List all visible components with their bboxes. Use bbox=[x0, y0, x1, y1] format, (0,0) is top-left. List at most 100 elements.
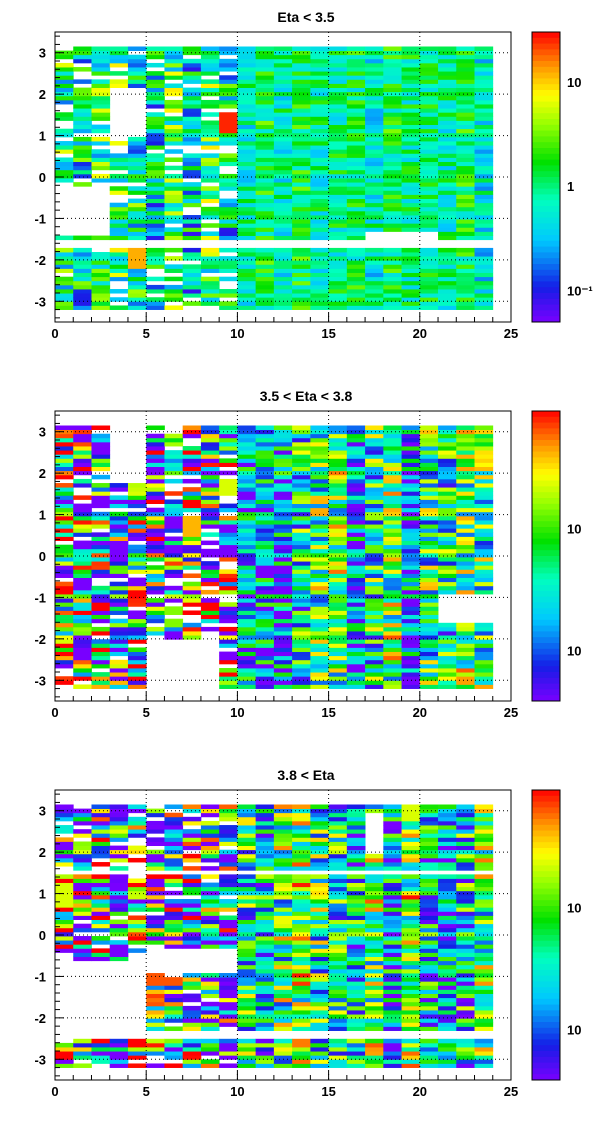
heatmap-cell bbox=[310, 528, 329, 533]
heatmap-cell bbox=[401, 520, 421, 525]
y-tick-label: 3 bbox=[39, 425, 46, 440]
heatmap-cell bbox=[55, 264, 74, 269]
color-scale-band bbox=[532, 579, 560, 586]
heatmap-cell bbox=[255, 569, 275, 574]
heatmap-cell bbox=[401, 1059, 421, 1064]
heatmap-cell bbox=[255, 446, 275, 451]
heatmap-cell bbox=[55, 589, 74, 595]
heatmap-cell bbox=[365, 466, 384, 472]
heatmap-cell bbox=[109, 956, 129, 962]
heatmap-cell bbox=[328, 581, 348, 587]
heatmap-cell bbox=[91, 474, 111, 480]
heatmap-cell bbox=[237, 293, 257, 298]
heatmap-cell bbox=[346, 610, 366, 615]
heatmap-cell bbox=[237, 62, 257, 68]
heatmap-cell bbox=[73, 515, 92, 521]
heatmap-cell bbox=[237, 907, 257, 912]
heatmap-cell bbox=[401, 862, 421, 867]
heatmap-cell bbox=[346, 219, 366, 224]
heatmap-cell bbox=[237, 833, 257, 838]
heatmap-cell bbox=[292, 808, 311, 814]
heatmap-cell bbox=[237, 680, 257, 685]
heatmap-cell bbox=[109, 853, 129, 859]
heatmap-cell bbox=[273, 923, 293, 929]
heatmap-cell bbox=[237, 483, 257, 488]
heatmap-cell bbox=[109, 610, 129, 615]
heatmap-cell bbox=[146, 886, 165, 892]
heatmap-cell bbox=[328, 602, 348, 607]
heatmap-cell bbox=[200, 977, 220, 982]
color-scale-band bbox=[532, 148, 560, 155]
heatmap-cell bbox=[273, 573, 293, 578]
heatmap-cell bbox=[419, 989, 439, 994]
color-scale-band bbox=[532, 859, 560, 866]
heatmap-cell bbox=[219, 247, 238, 253]
heatmap-cell bbox=[438, 1051, 457, 1056]
heatmap-cell bbox=[255, 651, 275, 657]
heatmap-cell bbox=[346, 1038, 366, 1044]
heatmap-cell bbox=[182, 87, 202, 93]
heatmap-cell bbox=[182, 857, 202, 863]
heatmap-cell bbox=[474, 231, 494, 236]
heatmap-cell bbox=[438, 981, 457, 986]
heatmap-cell bbox=[310, 915, 329, 920]
heatmap-cell bbox=[200, 264, 220, 269]
heatmap-cell bbox=[474, 973, 494, 978]
heatmap-cell bbox=[237, 145, 257, 150]
heatmap-cell bbox=[438, 540, 457, 546]
heatmap-cell bbox=[346, 923, 366, 929]
heatmap-cell bbox=[419, 112, 439, 117]
heatmap-cell bbox=[182, 997, 202, 1003]
heatmap-cell bbox=[91, 520, 111, 525]
heatmap-cell bbox=[310, 911, 329, 916]
heatmap-cell bbox=[292, 293, 311, 298]
heatmap-cell bbox=[237, 903, 257, 908]
heatmap-cell bbox=[474, 882, 494, 888]
heatmap-cell bbox=[146, 483, 165, 488]
heatmap-cell bbox=[474, 136, 494, 142]
heatmap-cell bbox=[255, 206, 275, 212]
heatmap-cell bbox=[310, 1026, 329, 1031]
color-scale-band bbox=[532, 1039, 560, 1046]
heatmap-cell bbox=[200, 915, 220, 920]
heatmap-cell bbox=[273, 886, 293, 892]
heatmap-cell bbox=[200, 931, 220, 937]
heatmap-cell bbox=[273, 182, 293, 187]
heatmap-cell bbox=[401, 305, 421, 310]
heatmap-cell bbox=[401, 1063, 421, 1068]
heatmap-cell bbox=[456, 631, 475, 636]
heatmap-cell bbox=[383, 252, 402, 257]
heatmap-cell bbox=[109, 153, 129, 158]
heatmap-cell bbox=[273, 1059, 293, 1064]
heatmap-cell bbox=[273, 989, 293, 994]
color-scale-band bbox=[532, 217, 560, 224]
heatmap-cell bbox=[419, 878, 439, 883]
heatmap-cell bbox=[346, 812, 366, 818]
heatmap-cell bbox=[127, 581, 147, 587]
heatmap-cell bbox=[127, 145, 147, 150]
heatmap-cell bbox=[328, 1026, 348, 1031]
y-tick-label: 2 bbox=[39, 466, 46, 481]
heatmap-cell bbox=[200, 927, 220, 933]
heatmap-cell bbox=[146, 857, 165, 863]
heatmap-cell bbox=[419, 247, 439, 253]
heatmap-cell bbox=[474, 1063, 494, 1068]
heatmap-cell bbox=[182, 169, 202, 175]
heatmap-cell bbox=[200, 67, 220, 72]
heatmap-cell bbox=[73, 923, 92, 929]
heatmap-cell bbox=[55, 837, 74, 842]
heatmap-cell bbox=[401, 272, 421, 278]
heatmap-cell bbox=[255, 141, 275, 146]
heatmap-cell bbox=[328, 157, 348, 162]
heatmap-cell bbox=[292, 577, 311, 583]
heatmap-cell bbox=[365, 655, 384, 661]
heatmap-cell bbox=[310, 989, 329, 994]
heatmap-cell bbox=[383, 890, 402, 896]
heatmap-cell bbox=[383, 136, 402, 142]
heatmap-cell bbox=[200, 425, 220, 431]
heatmap-cell bbox=[292, 108, 311, 113]
heatmap-cell bbox=[328, 173, 348, 179]
heatmap-cell bbox=[365, 153, 384, 158]
heatmap-cell bbox=[146, 62, 165, 68]
heatmap-cell bbox=[237, 816, 257, 822]
